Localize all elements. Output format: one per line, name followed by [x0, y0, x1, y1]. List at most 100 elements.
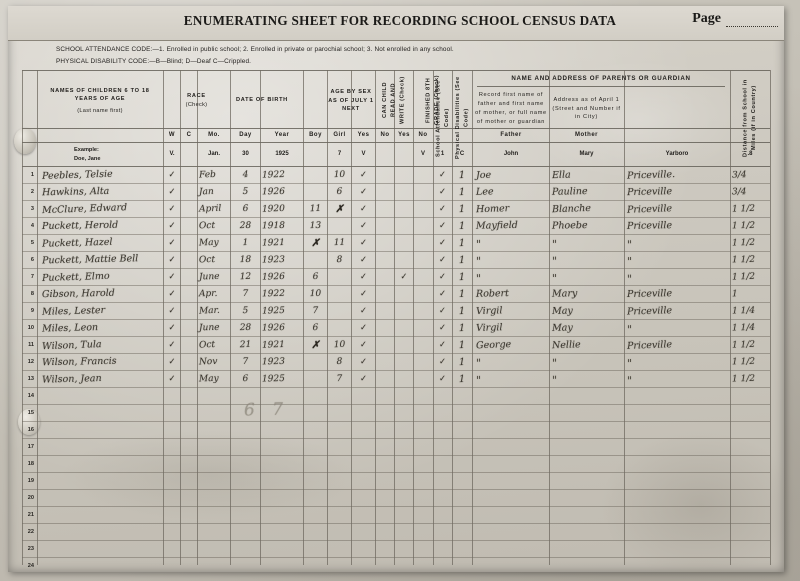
example-g8-no: V: [420, 151, 425, 157]
cell-address: Priceville: [626, 219, 673, 232]
row-number: 16: [27, 427, 34, 433]
subheader-rw-no: No: [376, 130, 394, 142]
example-row-label: Example: Doe, Jane: [74, 146, 100, 164]
cell-year: 1920: [261, 203, 286, 215]
cell-mother: ": [551, 254, 558, 268]
cell-boy: ✗: [311, 237, 320, 249]
cell-girl: 10: [333, 169, 346, 180]
row-number: 23: [27, 546, 34, 552]
cell-name: Hawkins, Alta: [41, 185, 110, 198]
example-attendance: 1: [440, 151, 445, 157]
example-rw-yes: V: [361, 151, 366, 157]
cell-girl: 11: [333, 237, 346, 248]
example-mo: Jan.: [207, 151, 220, 157]
cell-w: ✓: [168, 271, 176, 282]
row-number: 21: [27, 512, 34, 518]
cell-father: ": [475, 373, 482, 387]
subheader-girl: Girl: [328, 130, 351, 142]
example-year: 1925: [275, 151, 289, 157]
cell-dis: 1: [458, 169, 466, 181]
cell-mother: May: [551, 304, 573, 317]
cell-address: ": [626, 237, 633, 251]
cell-mother: Blanche: [551, 202, 592, 215]
cell-year: 1918: [261, 220, 285, 231]
cell-father: Robert: [475, 287, 510, 300]
page-number-field[interactable]: Page: [692, 11, 778, 27]
header-age-sex-label: AGE BY SEX AS OF JULY 1 NEXT: [328, 89, 374, 113]
cell-mother: Pauline: [551, 185, 588, 198]
cell-year: 1923: [261, 356, 286, 367]
stray-faint-digits: 6 7: [243, 399, 290, 421]
cell-dis: 1: [458, 186, 466, 198]
cell-distance: 1 1/2: [731, 373, 756, 384]
cell-w: ✓: [168, 237, 176, 248]
cell-distance: 1 1/4: [731, 305, 756, 317]
subheader-g8-yes: Yes: [395, 130, 413, 142]
row-number: 15: [27, 410, 34, 416]
cell-day: 6: [242, 203, 249, 214]
cell-year: 1921: [261, 339, 286, 351]
cell-boy: ✗: [311, 339, 320, 351]
cell-mo: Jan: [198, 186, 214, 197]
cell-name: Puckett, Hazel: [41, 236, 113, 250]
example-label-line2: Doe, Jane: [74, 155, 101, 162]
cell-att: ✓: [438, 203, 447, 214]
cell-dis: 1: [458, 271, 466, 283]
cell-dis: 1: [458, 220, 466, 232]
cell-mo: Apr.: [198, 288, 218, 299]
cell-mother: ": [551, 356, 558, 370]
subheader-w: W: [164, 130, 180, 142]
header-race-label: RACE: [187, 93, 206, 100]
cell-name: Wilson, Jean: [41, 372, 102, 386]
cell-father: Joe: [475, 169, 492, 181]
page-number-blank[interactable]: [726, 14, 778, 27]
cell-mother: ": [551, 271, 558, 285]
subheader-rw-yes: Yes: [352, 130, 375, 142]
row-number: 6: [30, 257, 34, 263]
cell-address: ": [626, 254, 633, 268]
cell-mo: Oct: [198, 254, 216, 265]
cell-dis: 1: [458, 203, 466, 215]
header-parents-note: Record first name of father and first na…: [474, 92, 548, 126]
cell-year: 1925: [261, 373, 286, 385]
cell-girl: ✗: [335, 203, 344, 215]
cell-rw: ✓: [359, 220, 368, 231]
census-sheet: [8, 6, 784, 572]
cell-rw: ✓: [359, 169, 368, 180]
cell-mo: June: [198, 322, 220, 333]
cell-year: 1925: [261, 305, 286, 317]
code-legend: SCHOOL ATTENDANCE CODE:—1. Enrolled in p…: [56, 44, 454, 68]
punch-hole: [18, 409, 40, 435]
cell-mo: June: [198, 271, 220, 283]
example-address: Yarboro: [665, 151, 689, 157]
cell-mo: April: [198, 203, 222, 215]
cell-distance: 1 1/2: [731, 254, 756, 265]
cell-att: ✓: [438, 254, 447, 265]
cell-name: Puckett, Herold: [41, 219, 119, 232]
cell-mo: Feb: [198, 169, 217, 180]
cell-day: 4: [242, 169, 249, 180]
row-number: 14: [27, 393, 34, 399]
cell-name: Puckett, Elmo: [41, 270, 110, 284]
example-girl: 7: [337, 151, 342, 157]
cell-year: 1923: [261, 254, 286, 265]
row-number: 8: [30, 291, 34, 297]
cell-day: 5: [242, 305, 249, 316]
cell-rw: ✓: [359, 356, 368, 367]
subheader-father-label: Father: [500, 132, 522, 139]
cell-w: ✓: [168, 186, 176, 197]
cell-mother: Phoebe: [551, 219, 588, 232]
cell-boy: 7: [312, 305, 319, 316]
cell-distance: 1 1/2: [731, 356, 756, 367]
subheader-rw-no-label: No: [380, 132, 390, 139]
cell-father: ": [475, 356, 482, 370]
cell-address: Priceville.: [626, 168, 676, 182]
cell-att: ✓: [438, 305, 447, 316]
cell-address: ": [626, 322, 633, 336]
cell-girl: 7: [336, 373, 343, 384]
cell-boy: 6: [312, 271, 319, 282]
subheader-boy: Boy: [304, 130, 327, 142]
example-w: V.: [169, 151, 175, 157]
cell-att: ✓: [438, 322, 447, 333]
subheader-mo-label: Mo.: [208, 132, 220, 139]
